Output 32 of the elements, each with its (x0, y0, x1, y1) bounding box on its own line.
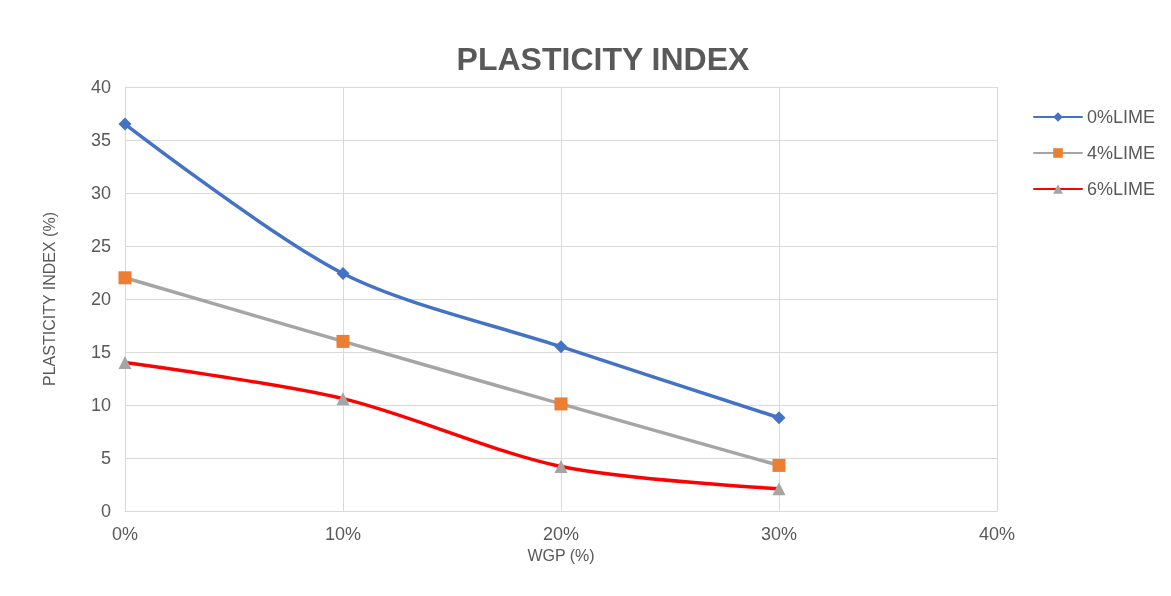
point (554, 397, 568, 411)
legend-label: 4%LIME (1087, 143, 1156, 163)
legend-label: 6%LIME (1087, 179, 1156, 199)
point (336, 334, 350, 348)
x-tick-label: 40% (978, 524, 1016, 544)
x-tick-label: 30% (760, 524, 798, 544)
y-tick-label: 0 (100, 501, 111, 521)
point (118, 356, 132, 370)
x-tick-label: 20% (542, 524, 580, 544)
y-tick-label: 30 (90, 183, 111, 203)
y-tick-label: 20 (90, 289, 111, 309)
y-tick-label: 5 (100, 448, 111, 468)
y-tick-label: 25 (90, 236, 111, 256)
point (554, 459, 568, 473)
point (118, 271, 132, 285)
point (118, 117, 132, 131)
x-tick-label: 0% (111, 524, 139, 544)
point (772, 411, 786, 425)
y-tick-label: 40 (90, 77, 111, 97)
y-tick-label: 10 (90, 395, 111, 415)
y-tick-label: 35 (90, 130, 111, 150)
y-axis-title: PLASTICITY INDEX (%) (40, 212, 58, 386)
point (772, 482, 786, 496)
point (772, 458, 786, 472)
x-tick-label: 10% (324, 524, 362, 544)
chart-title: PLASTICITY INDEX (456, 41, 751, 77)
point (554, 340, 568, 354)
point (336, 267, 350, 281)
legend-label: 0%LIME (1087, 107, 1156, 127)
y-tick-label: 15 (90, 342, 111, 362)
x-axis-title: WGP (%) (527, 547, 595, 565)
point (336, 392, 350, 406)
